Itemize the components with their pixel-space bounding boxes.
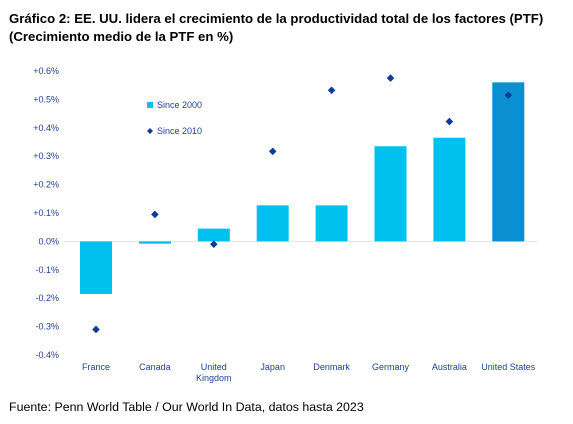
legend-bar-swatch bbox=[147, 102, 153, 108]
diamond-since-2010 bbox=[92, 325, 100, 334]
y-tick-label: +0.3% bbox=[33, 151, 59, 161]
y-tick-label: 0.0% bbox=[38, 236, 59, 246]
diamond-since-2010 bbox=[504, 91, 513, 99]
y-tick-label: -0.2% bbox=[35, 293, 59, 303]
y-tick-label: -0.3% bbox=[35, 322, 59, 332]
diamond-since-2010 bbox=[268, 147, 277, 156]
bar-since-2000 bbox=[80, 241, 112, 294]
title-line: Gráfico 2: EE. UU. lidera el crecimiento… bbox=[9, 11, 544, 26]
x-tick-label: Germany bbox=[372, 362, 410, 372]
x-tick-label: Canada bbox=[139, 362, 171, 372]
y-tick-label: +0.6% bbox=[33, 66, 59, 76]
bar-since-2000 bbox=[256, 205, 289, 242]
y-tick-label: +0.5% bbox=[33, 94, 59, 104]
x-tick-label: United bbox=[201, 362, 227, 372]
y-tick-label: -0.4% bbox=[35, 350, 59, 360]
y-tick-label: -0.1% bbox=[35, 265, 59, 275]
bar-since-2000 bbox=[138, 241, 171, 244]
bar-since-2000 bbox=[315, 205, 348, 242]
diamond-since-2010 bbox=[386, 74, 395, 82]
x-tick-label: Denmark bbox=[313, 362, 350, 372]
x-tick-label: France bbox=[82, 362, 110, 372]
x-tick-label: Kingdom bbox=[196, 373, 232, 383]
subtitle-line: (Crecimiento medio de la PTF en %) bbox=[9, 29, 234, 44]
legend-diamond-marker bbox=[147, 128, 153, 134]
diamond-since-2010 bbox=[445, 117, 454, 126]
source-note: Fuente: Penn World Table / Our World In … bbox=[9, 400, 364, 414]
diamond-since-2010 bbox=[210, 240, 218, 249]
legend-label-since-2010: Since 2010 bbox=[157, 126, 202, 136]
bar-since-2000 bbox=[374, 146, 407, 242]
x-tick-label: Japan bbox=[260, 362, 285, 372]
bar-since-2000 bbox=[433, 137, 466, 242]
bar-since-2000 bbox=[197, 228, 230, 242]
x-tick-label: United States bbox=[481, 362, 536, 372]
chart-title: Gráfico 2: EE. UU. lidera el crecimiento… bbox=[9, 10, 565, 46]
y-tick-label: +0.2% bbox=[33, 180, 59, 190]
x-tick-label: Australia bbox=[432, 362, 467, 372]
diamond-since-2010 bbox=[151, 210, 159, 219]
diamond-since-2010 bbox=[327, 86, 336, 95]
y-tick-label: +0.4% bbox=[33, 123, 59, 133]
legend-label-since-2000: Since 2000 bbox=[157, 100, 202, 110]
bar-since-2000 bbox=[492, 82, 525, 242]
y-tick-label: +0.1% bbox=[33, 208, 59, 218]
